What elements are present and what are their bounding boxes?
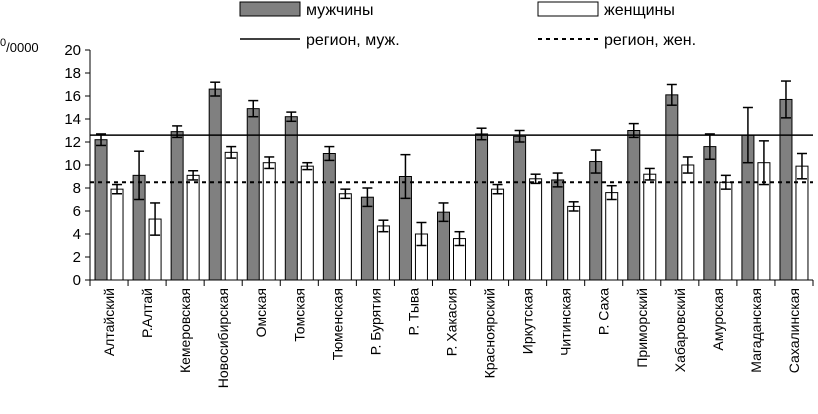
bar-men: [322, 153, 336, 281]
category-label: Р.Алтай: [139, 288, 155, 338]
y-tick-label: 10: [64, 157, 81, 174]
bar-women: [491, 188, 505, 281]
bar-women: [643, 173, 657, 281]
category-label: Новосибирская: [215, 288, 231, 388]
category-label: Приморский: [634, 288, 650, 368]
bar-men: [360, 196, 374, 281]
bar-men: [779, 98, 793, 281]
y-tick-label: 0: [73, 272, 81, 289]
category-label: Р. Бурятия: [367, 288, 383, 355]
y-tick-label: 6: [73, 203, 81, 220]
bar-women: [262, 162, 276, 281]
y-unit-label: 0/0000: [0, 37, 39, 55]
y-unit-superscript: 0: [0, 37, 6, 49]
category-label: Р. Хакасия: [444, 288, 460, 356]
y-tick-label: 12: [64, 134, 81, 151]
legend-label-women: женщины: [604, 2, 675, 19]
category-label: Хабаровский: [672, 288, 688, 372]
bar-men: [475, 133, 489, 281]
y-tick-label: 14: [64, 111, 81, 128]
bar-women: [224, 151, 238, 281]
category-label: Сахалинская: [786, 288, 802, 373]
bar-men: [551, 179, 565, 281]
category-label: Алтайский: [101, 288, 117, 356]
category-label: Красноярский: [482, 288, 498, 378]
bar-men: [589, 161, 603, 281]
bar-women: [376, 225, 390, 281]
category-label: Читинская: [558, 288, 574, 356]
category-label: Р. Саха: [596, 288, 612, 335]
legend-label-region-men: регион, муж.: [306, 32, 400, 49]
bar-men: [627, 130, 641, 281]
y-tick-label: 8: [73, 180, 81, 197]
legend-label-men: мужчины: [306, 2, 374, 19]
legend-swatch-men: [239, 1, 301, 17]
legend-swatch-women: [537, 1, 599, 17]
bar-women: [567, 205, 581, 281]
bar-men: [513, 135, 527, 281]
bar-men: [437, 211, 450, 281]
category-label: Томская: [291, 288, 307, 342]
bar-men: [170, 131, 184, 281]
svg-text:0/0000: 0/0000: [0, 37, 39, 55]
bar-women: [529, 178, 543, 281]
category-label: Амурская: [710, 288, 726, 351]
y-tick-label: 20: [64, 42, 81, 59]
category-label: Омская: [253, 288, 269, 337]
bar-women: [605, 192, 619, 281]
category-label: Магаданская: [748, 288, 764, 373]
category-label: Иркутская: [520, 288, 536, 354]
bar-men: [665, 94, 679, 281]
legend: мужчины женщины регион, муж. регион, жен…: [239, 1, 696, 49]
bar-women: [186, 174, 200, 281]
bar-women: [110, 188, 124, 281]
bar-men: [94, 139, 108, 281]
y-tick-label: 18: [64, 65, 81, 82]
plot-area: 0 2 4 6 8 10 12 14 16 18 20 Алтайский Р.Алтай Кемеров…: [64, 42, 814, 388]
y-tick-label: 2: [73, 249, 81, 266]
y-tick-label: 16: [64, 88, 81, 105]
category-label: Тюменская: [329, 288, 345, 360]
bar-women: [338, 193, 352, 281]
legend-label-region-women: регион, жен.: [604, 32, 696, 49]
bar-men: [703, 146, 717, 281]
category-label: Р. Тыва: [405, 288, 421, 336]
bar-women: [719, 181, 733, 281]
category-label: Кемеровская: [177, 288, 193, 373]
y-tick-label: 4: [73, 226, 81, 243]
bar-men: [208, 88, 222, 281]
y-unit-rest: /0000: [6, 40, 39, 55]
bar-men: [284, 116, 298, 281]
